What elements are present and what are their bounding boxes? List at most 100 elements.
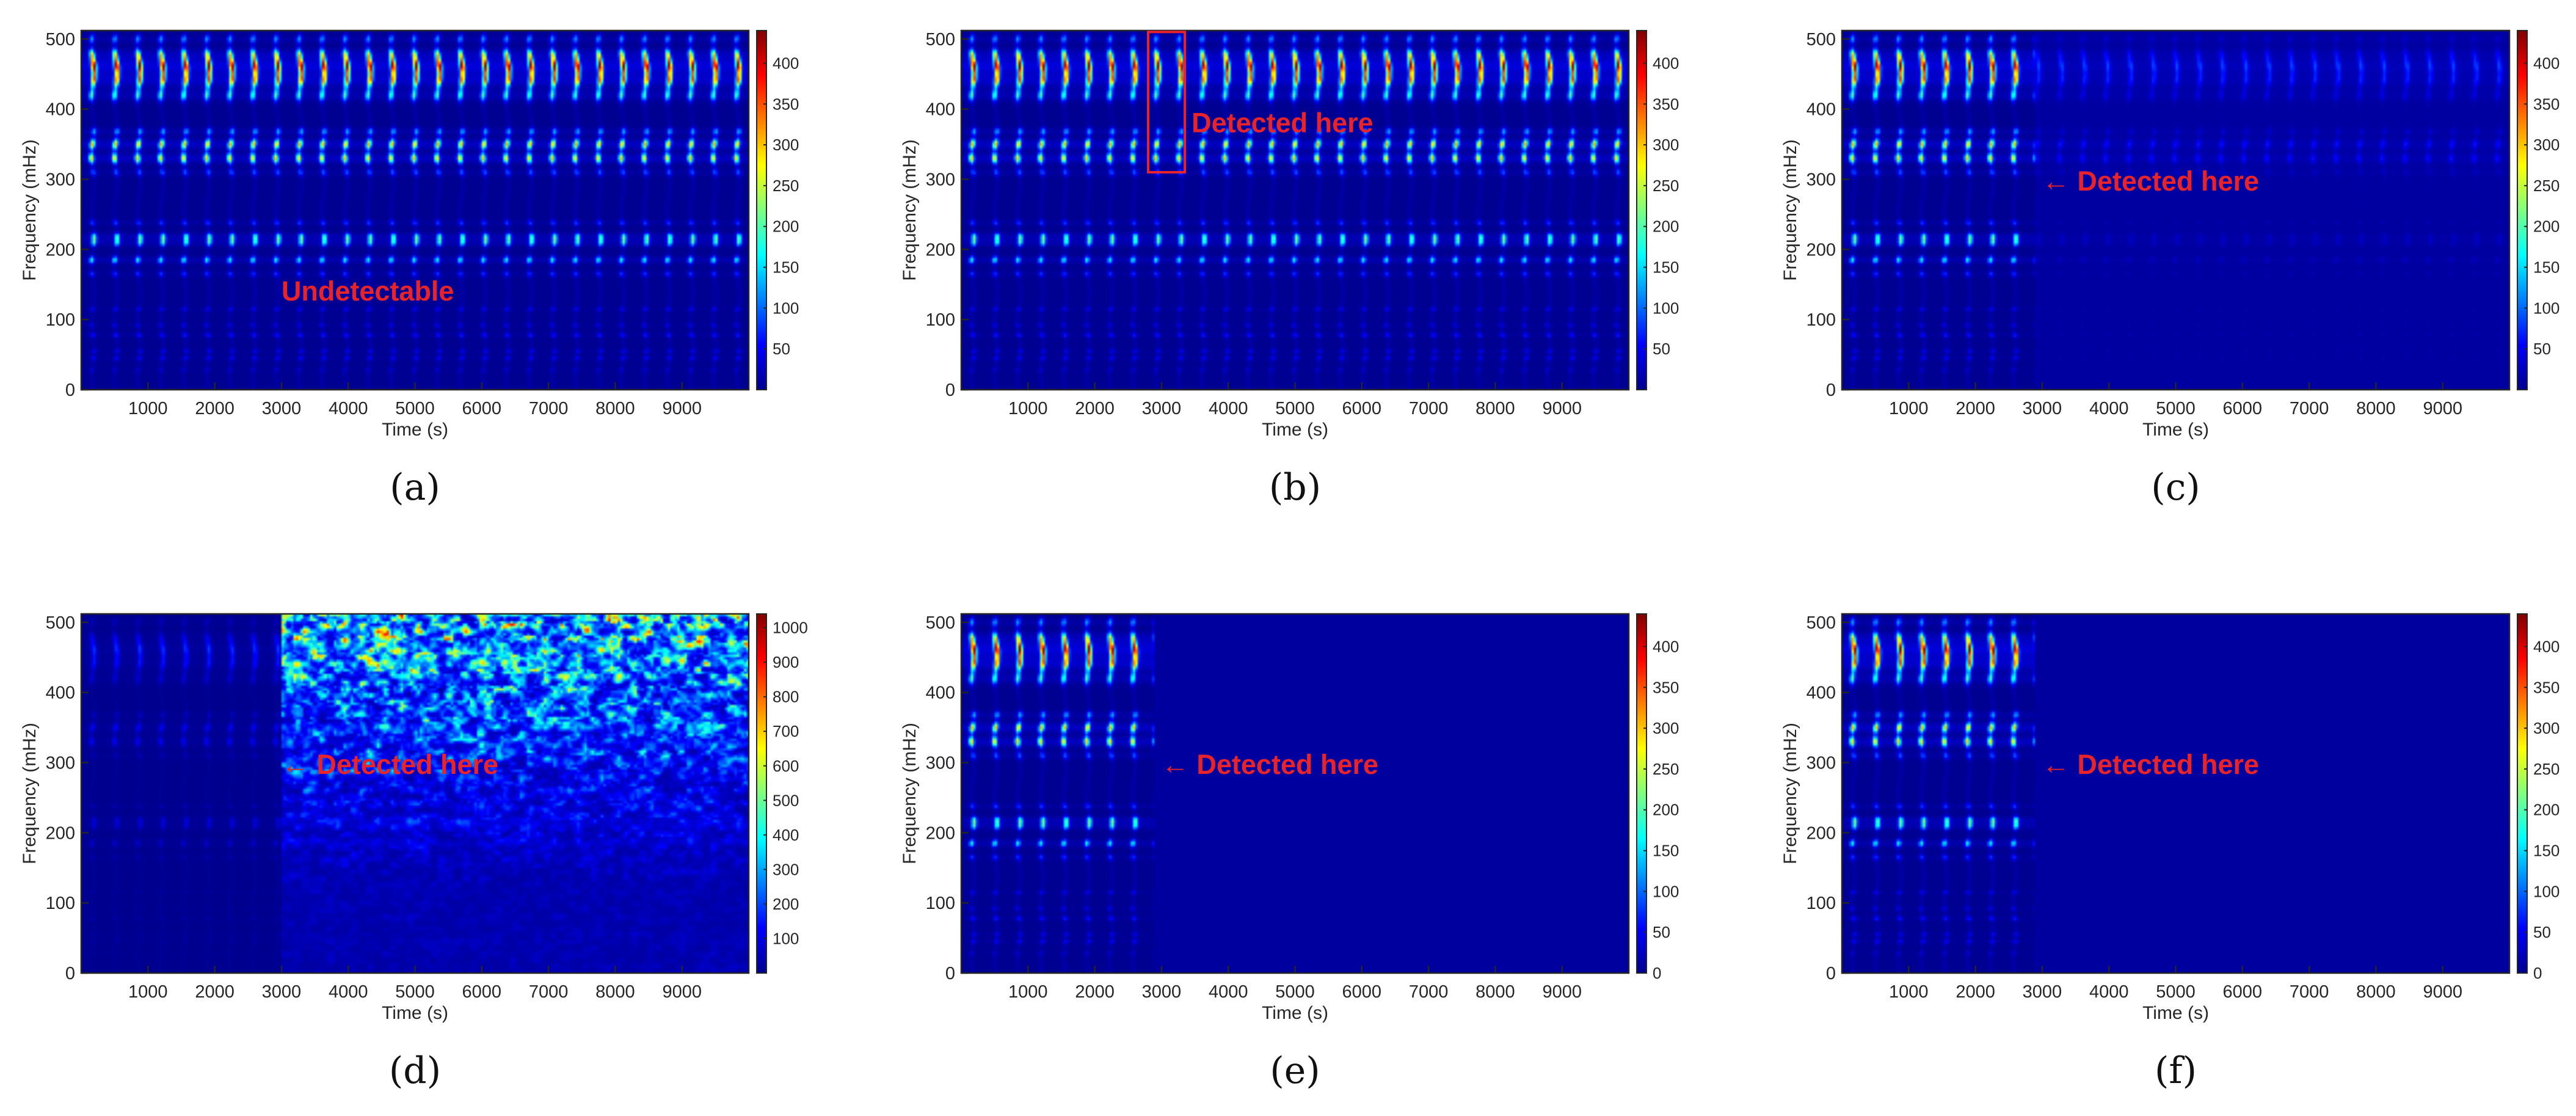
- y-tick-label: 0: [1826, 381, 1836, 400]
- x-tick-label: 5000: [395, 982, 435, 1002]
- colorbar-tick-label: 100: [773, 929, 799, 947]
- colorbar-tick-label: 0: [1653, 964, 1661, 982]
- colorbar-frame: [2517, 30, 2528, 390]
- colorbar-tick-label: 250: [1653, 760, 1679, 778]
- y-tick-label: 500: [926, 613, 955, 633]
- colorbar: [757, 31, 766, 390]
- colorbar-tick-label: 500: [773, 791, 799, 809]
- x-tick-label: 4000: [2089, 399, 2129, 418]
- y-tick-label: 200: [926, 823, 955, 843]
- annotation-text: Undetectable: [282, 275, 454, 307]
- panel-label: (a): [390, 466, 440, 509]
- x-tick-label: 5000: [2156, 982, 2196, 1002]
- x-tick-label: 7000: [529, 982, 569, 1002]
- x-tick-label: 8000: [595, 982, 635, 1002]
- colorbar-tick-label: 400: [773, 54, 799, 72]
- x-tick-label: 4000: [329, 982, 368, 1002]
- heatmap-cells: [81, 31, 749, 390]
- y-tick-label: 0: [65, 964, 75, 983]
- x-tick-label: 2000: [1075, 399, 1115, 418]
- detection-box: [1147, 31, 1187, 173]
- y-tick-label: 0: [945, 381, 955, 400]
- y-tick-label: 300: [1806, 170, 1836, 189]
- y-tick-label: 0: [945, 964, 955, 983]
- heatmap-cells: [961, 31, 1629, 390]
- colorbar-tick-label: 600: [773, 757, 799, 775]
- colorbar-tick-label: 50: [1653, 923, 1670, 941]
- colorbar-frame: [1636, 30, 1647, 390]
- colorbar-tick-label: 100: [2533, 882, 2560, 900]
- colorbar-tick-label: 350: [1653, 678, 1679, 696]
- colorbar-tick-label: 1000: [773, 619, 808, 637]
- x-tick-label: 8000: [1475, 982, 1515, 1002]
- x-tick-label: 3000: [262, 982, 302, 1002]
- colorbar: [1637, 614, 1646, 973]
- x-tick-label: 8000: [595, 399, 635, 418]
- x-tick-label: 1000: [128, 399, 168, 418]
- y-tick-label: 300: [46, 753, 75, 773]
- x-axis-label: Time (s): [1262, 420, 1328, 440]
- y-axis-label: Frequency (mHz): [900, 139, 920, 281]
- y-tick-label: 300: [46, 170, 75, 189]
- x-tick-label: 7000: [1409, 399, 1449, 418]
- colorbar-tick-label: 350: [1653, 95, 1679, 113]
- x-tick-label: 4000: [2089, 982, 2129, 1002]
- x-tick-label: 2000: [1075, 982, 1115, 1002]
- colorbar-tick-label: 150: [1653, 842, 1679, 860]
- x-tick-label: 6000: [1342, 399, 1382, 418]
- colorbar-tick-label: 50: [2533, 340, 2551, 358]
- y-tick-label: 400: [926, 100, 955, 120]
- y-tick-label: 0: [65, 381, 75, 400]
- colorbar-tick-label: 400: [1653, 54, 1679, 72]
- colorbar-tick-label: 400: [2533, 637, 2560, 655]
- colorbar-tick-label: 700: [773, 722, 799, 740]
- y-tick-label: 100: [926, 894, 955, 913]
- x-axis-label: Time (s): [382, 1003, 448, 1023]
- colorbar-tick-label: 100: [1653, 882, 1679, 900]
- y-tick-label: 400: [1806, 684, 1836, 703]
- colorbar-tick-label: 50: [2533, 923, 2551, 941]
- y-axis-label: Frequency (mHz): [1780, 723, 1800, 864]
- panel-b: 1000 2000 3000 4000 5000 6000 7000 8000 9000 0 100…: [900, 29, 1679, 509]
- colorbar: [1637, 31, 1646, 390]
- panel-label: (e): [1270, 1049, 1320, 1092]
- colorbar-tick-label: 200: [773, 217, 799, 236]
- colorbar-tick-label: 200: [1653, 217, 1679, 236]
- heatmap-cells: [961, 614, 1629, 973]
- y-tick-label: 500: [1806, 613, 1836, 633]
- y-tick-label: 100: [46, 894, 75, 913]
- x-tick-label: 5000: [395, 399, 435, 418]
- x-tick-label: 4000: [1209, 982, 1248, 1002]
- y-tick-label: 300: [926, 753, 955, 773]
- colorbar-frame: [2517, 613, 2528, 974]
- colorbar-tick-label: 250: [2533, 177, 2560, 195]
- panel-label: (b): [1269, 466, 1321, 509]
- x-tick-label: 8000: [2356, 399, 2396, 418]
- x-tick-label: 9000: [1542, 982, 1582, 1002]
- colorbar-tick-label: 350: [2533, 678, 2560, 696]
- colorbar-tick-label: 350: [773, 95, 799, 113]
- colorbar-tick-label: 900: [773, 653, 799, 671]
- y-tick-label: 300: [926, 170, 955, 189]
- y-axis-label: Frequency (mHz): [20, 723, 40, 864]
- colorbar-tick-label: 200: [773, 895, 799, 913]
- x-tick-label: 2000: [195, 399, 235, 418]
- heatmap-cells: [81, 614, 749, 973]
- colorbar-tick-label: 250: [773, 177, 799, 195]
- colorbar-tick-label: 100: [2533, 299, 2560, 317]
- colorbar-tick-label: 150: [1653, 258, 1679, 277]
- y-tick-label: 100: [1806, 310, 1836, 330]
- annotation-text: ← Detected here: [1162, 749, 1378, 780]
- x-tick-label: 1000: [1008, 399, 1048, 418]
- colorbar-tick-label: 300: [2533, 136, 2560, 154]
- colorbar-tick-label: 250: [1653, 177, 1679, 195]
- x-tick-label: 9000: [1542, 399, 1582, 418]
- annotation-text: ← Detected here: [2042, 166, 2259, 197]
- y-tick-label: 200: [926, 240, 955, 260]
- colorbar-tick-label: 100: [1653, 299, 1679, 317]
- colorbar-tick-label: 250: [2533, 760, 2560, 778]
- y-tick-label: 200: [1806, 823, 1836, 843]
- x-tick-label: 6000: [462, 399, 502, 418]
- y-axis-label: Frequency (mHz): [900, 723, 920, 864]
- colorbar-tick-label: 300: [2533, 719, 2560, 737]
